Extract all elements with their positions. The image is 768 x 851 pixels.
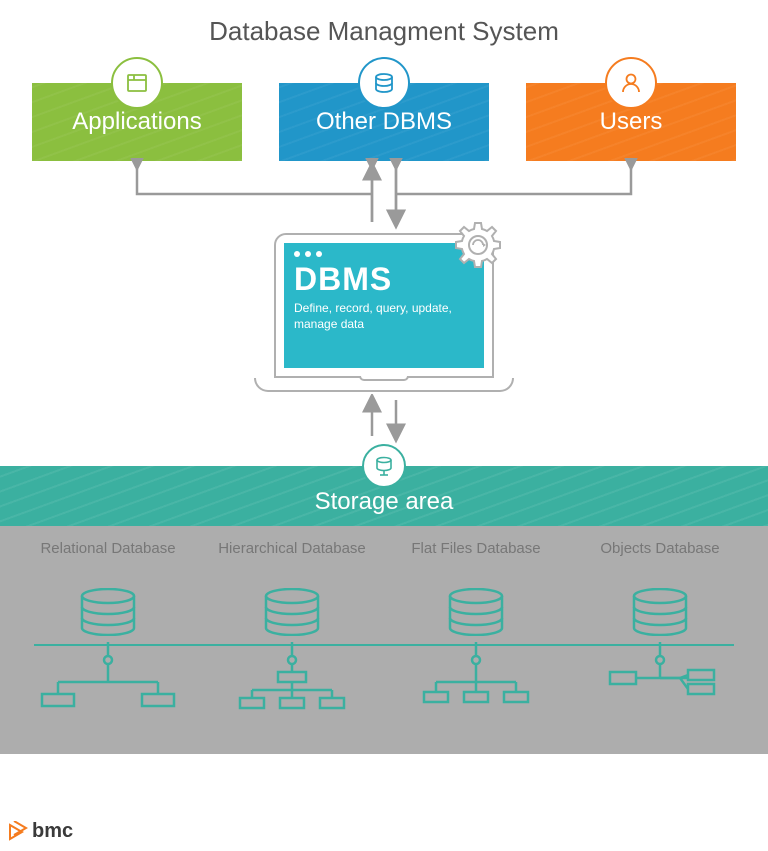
gear-icon [450, 217, 506, 273]
relational-label: Relational Database [28, 540, 188, 578]
laptop: DBMS Define, record, query, update, mana… [254, 233, 514, 392]
dbms-subtitle: Define, record, query, update, manage da… [294, 300, 474, 332]
window-dots [294, 251, 474, 257]
users-label: Users [600, 108, 663, 136]
db-cylinder-icon [76, 588, 140, 636]
applications-label: Applications [72, 108, 201, 136]
hierarchical-db: Hierarchical Database [212, 540, 372, 722]
brand-footer: bmc [8, 820, 73, 843]
database-icon [358, 57, 410, 109]
storage-label: Storage area [315, 488, 454, 516]
user-icon [605, 57, 657, 109]
other-dbms-label: Other DBMS [316, 108, 452, 136]
storage-body: Relational Database Hierarchical Databas… [0, 526, 768, 754]
hierarchical-shape [212, 642, 372, 722]
objects-db: Objects Database [580, 540, 740, 722]
mid-arrows [0, 394, 768, 444]
database-types-row: Relational Database Hierarchical Databas… [0, 540, 768, 722]
other-dbms-box: Other DBMS [279, 83, 489, 161]
hierarchical-label: Hierarchical Database [212, 540, 372, 578]
applications-box: Applications [32, 83, 242, 161]
users-box: Users [526, 83, 736, 161]
db-cylinder-icon [444, 588, 508, 636]
bmc-logo-icon [8, 821, 28, 843]
objects-label: Objects Database [580, 540, 740, 578]
top-row: Applications Other DBMS Users [0, 83, 768, 161]
flat-shape [396, 642, 556, 722]
dbms-title: DBMS [294, 261, 474, 298]
flatfiles-db: Flat Files Database [396, 540, 556, 722]
storage-icon [362, 444, 406, 488]
bus-line [34, 644, 734, 646]
brand-text: bmc [32, 820, 73, 843]
db-cylinder-icon [628, 588, 692, 636]
relational-db: Relational Database [28, 540, 188, 722]
laptop-screen: DBMS Define, record, query, update, mana… [274, 233, 494, 378]
relational-shape [28, 642, 188, 722]
objects-shape [580, 642, 740, 722]
flatfiles-label: Flat Files Database [396, 540, 556, 578]
db-cylinder-icon [260, 588, 324, 636]
laptop-base [254, 378, 514, 392]
window-icon [111, 57, 163, 109]
page-title: Database Managment System [0, 0, 768, 59]
